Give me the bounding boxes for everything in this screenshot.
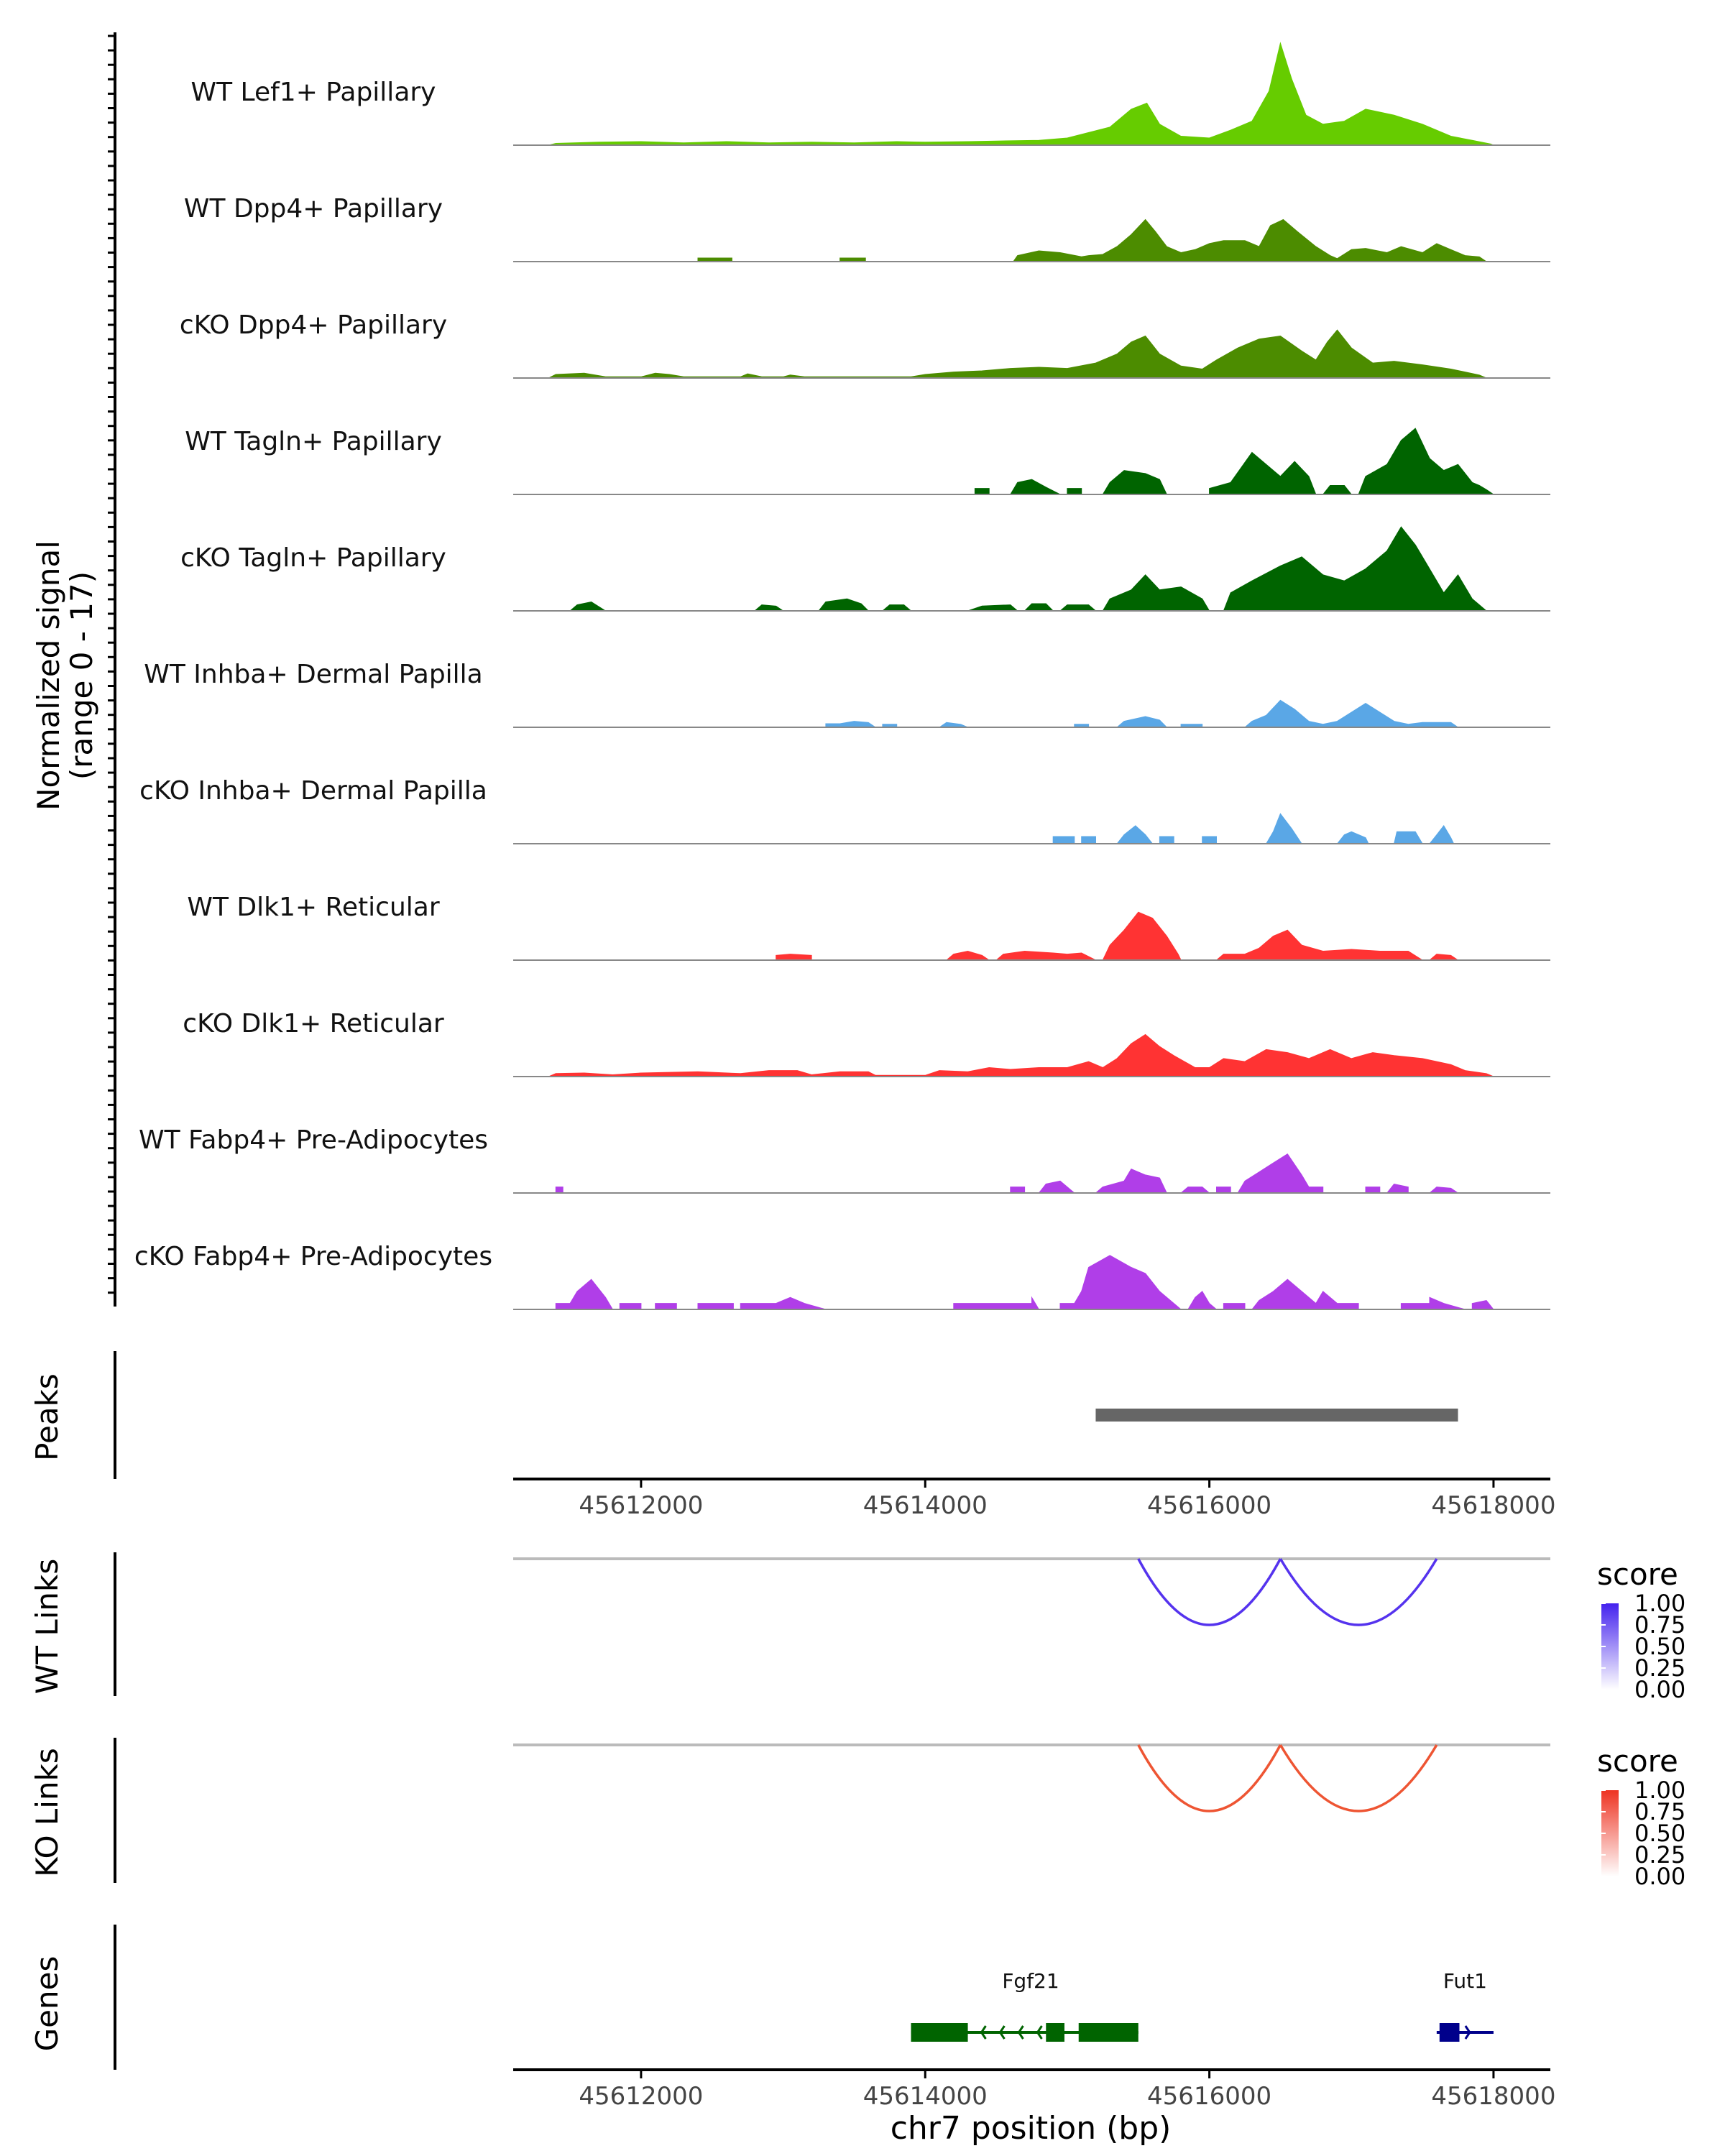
track: WT Tagln+ Papillary (185, 427, 1550, 495)
legend-tick-label: 1.00 (1634, 1590, 1685, 1617)
coverage-area (569, 526, 1488, 612)
coverage-area (974, 428, 1495, 495)
legend-tick-label: 0.75 (1634, 1611, 1685, 1639)
gene-exon (911, 2023, 968, 2042)
y-axis-label-signal-line2: (range 0 - 17) (64, 571, 99, 780)
strand-arrow (998, 2025, 1006, 2040)
strand-arrow (980, 2025, 987, 2040)
gene: Fgf21 (911, 1969, 1138, 2042)
strand-arrow (1017, 2025, 1024, 2040)
genes-panel: Fgf21 Fut1 (911, 1969, 1494, 2042)
track: WT Dpp4+ Papillary (184, 194, 1550, 262)
coverage-area (776, 911, 1460, 961)
coverage-area (697, 218, 1488, 262)
track: cKO Fabp4+ Pre-Adipocytes (134, 1242, 1550, 1310)
x-axis-top: 45612000 45614000 45616000 45618000 (513, 1478, 1555, 1520)
link-arc (1279, 1558, 1438, 1626)
y-axis-label-ko-links: KO Links (29, 1748, 65, 1877)
track: WT Inhba+ Dermal Papilla (144, 660, 1550, 728)
x-tick-label: 45612000 (579, 1491, 703, 1520)
x-axis-label: chr7 position (bp) (891, 2110, 1172, 2147)
x-tick-label: 45614000 (863, 1491, 988, 1520)
gene-label: Fgf21 (1002, 1969, 1059, 1993)
gene-exon (1078, 2023, 1138, 2042)
legend-tick-label: 0.75 (1634, 1798, 1685, 1825)
track-label: cKO Dpp4+ Papillary (180, 310, 447, 340)
track-label: WT Inhba+ Dermal Papilla (144, 660, 482, 689)
coverage-area (555, 1153, 1460, 1194)
coverage-area (1052, 813, 1455, 844)
track: cKO Dpp4+ Papillary (180, 310, 1550, 379)
track-label: cKO Fabp4+ Pre-Adipocytes (134, 1242, 492, 1271)
track: WT Lef1+ Papillary (191, 42, 1550, 146)
x-tick-label: 45614000 (863, 2082, 988, 2111)
x-tick-label: 45618000 (1431, 1491, 1555, 1520)
strand-arrow (1464, 2025, 1471, 2040)
gene-exon (1046, 2023, 1064, 2042)
gene: Fut1 (1436, 1969, 1494, 2042)
coverage-tracks: WT Lef1+ Papillary WT Dpp4+ Papillary cKO … (134, 42, 1550, 1310)
track: WT Fabp4+ Pre-Adipocytes (139, 1125, 1550, 1194)
coverage-area (825, 699, 1460, 728)
track-label: cKO Inhba+ Dermal Papilla (139, 776, 487, 806)
gene-label: Fut1 (1443, 1969, 1487, 1993)
y-axis-label-genes: Genes (29, 1956, 65, 2052)
track-label: WT Lef1+ Papillary (191, 78, 436, 107)
x-tick-label: 45618000 (1431, 2082, 1555, 2111)
track: cKO Tagln+ Papillary (180, 526, 1550, 612)
legend-tick-label: 0.50 (1634, 1633, 1685, 1660)
legend-title-ko-links: score (1597, 1743, 1678, 1779)
legend-title-wt-links: score (1597, 1557, 1678, 1592)
track-label: WT Dlk1+ Reticular (187, 893, 439, 922)
x-tick-label: 45612000 (579, 2082, 703, 2111)
track: cKO Inhba+ Dermal Papilla (139, 776, 1550, 844)
y-axis-label-signal-line1: Normalized signal (31, 540, 66, 811)
legend-tick-label: 0.00 (1634, 1863, 1685, 1890)
track-label: cKO Dlk1+ Reticular (183, 1009, 444, 1038)
panel-left-axes (108, 32, 116, 2070)
legend-tick-label: 1.00 (1634, 1777, 1685, 1804)
legend-tick-label: 0.00 (1634, 1676, 1685, 1703)
strand-arrow (1036, 2025, 1043, 2040)
x-tick-label: 45616000 (1147, 1491, 1271, 1520)
legend-tick-label: 0.25 (1634, 1654, 1685, 1682)
legend-tick-label: 0.50 (1634, 1820, 1685, 1847)
track-label: WT Fabp4+ Pre-Adipocytes (139, 1125, 488, 1155)
track: cKO Dlk1+ Reticular (183, 1009, 1550, 1077)
y-axis-label-wt-links: WT Links (29, 1559, 65, 1694)
link-arc (1137, 1744, 1282, 1812)
x-tick-label: 45616000 (1147, 2082, 1271, 2111)
track-label: WT Dpp4+ Papillary (184, 194, 443, 224)
x-axis-bottom: 45612000 45614000 45616000 45618000 (513, 2068, 1555, 2111)
link-arc (1137, 1558, 1282, 1626)
y-axis-label-peaks: Peaks (29, 1373, 65, 1461)
coverage-area (548, 1033, 1494, 1077)
track-label: WT Tagln+ Papillary (185, 427, 442, 456)
gene-exon (1439, 2023, 1460, 2042)
track: WT Dlk1+ Reticular (187, 893, 1550, 961)
link-arc (1279, 1744, 1438, 1812)
coverage-area (555, 1255, 1494, 1310)
legend-tick-label: 0.25 (1634, 1841, 1685, 1869)
ko-links-panel: 1.000.750.500.250.00 (513, 1743, 1685, 1890)
coverage-area (548, 42, 1494, 146)
coverage-area (548, 329, 1487, 379)
track-label: cKO Tagln+ Papillary (180, 543, 446, 573)
wt-links-panel: 1.000.750.500.250.00 (513, 1557, 1685, 1703)
